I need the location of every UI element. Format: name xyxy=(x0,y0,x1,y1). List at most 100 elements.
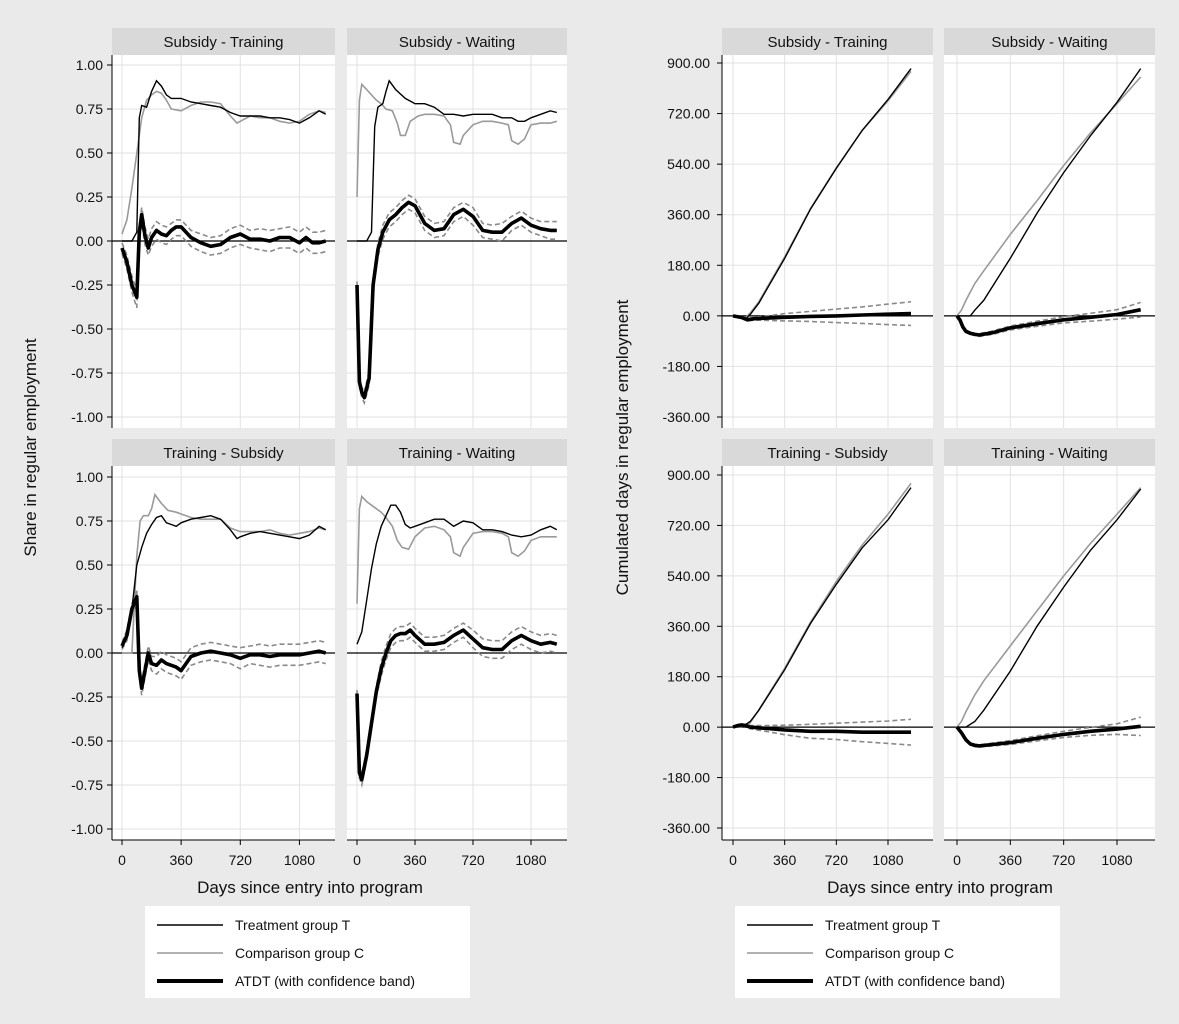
y-tick-label: -180.00 xyxy=(663,358,711,374)
comparison-line xyxy=(121,90,326,235)
x-tick-label: 0 xyxy=(118,852,126,868)
x-tick-label: 360 xyxy=(169,852,193,868)
y-tick-label: -360.00 xyxy=(663,409,711,425)
treatment-line xyxy=(356,504,558,645)
comparison-line xyxy=(956,487,1142,728)
panel-3: Training - Subsidy 900.00 720.00 540.00 360.… xyxy=(663,439,933,868)
legend: Treatment group T Comparison group C ATDT … xyxy=(735,906,1060,998)
legend-label: ATDT (with confidence band) xyxy=(825,973,1005,989)
y-tick-label: -0.50 xyxy=(71,321,103,337)
y-axis-label: Cumulated days in regular employment xyxy=(613,299,632,595)
y-tick-label: -0.25 xyxy=(71,277,103,293)
panel-title-strip xyxy=(347,439,567,466)
y-tick-label: 900.00 xyxy=(667,55,710,71)
atdt-line xyxy=(732,723,911,734)
panel-title: Training - Waiting xyxy=(991,445,1107,462)
panel-title: Subsidy - Training xyxy=(163,34,283,51)
x-tick-label: 360 xyxy=(403,852,427,868)
plot-area xyxy=(722,55,933,428)
comparison-line xyxy=(956,76,1142,317)
y-tick-label: 0.50 xyxy=(76,557,103,573)
y-tick-label: 0.00 xyxy=(683,719,710,735)
comparison-line xyxy=(356,82,558,198)
x-tick-label: 1080 xyxy=(872,852,903,868)
y-tick-label: -0.75 xyxy=(71,777,103,793)
panel-title: Subsidy - Training xyxy=(767,34,887,51)
atdt-line xyxy=(955,307,1142,337)
panel-title: Training - Waiting xyxy=(399,445,515,462)
y-tick-label: 720.00 xyxy=(667,106,710,122)
y-tick-label: 360.00 xyxy=(667,618,710,634)
y-tick-label: 360.00 xyxy=(667,207,710,223)
y-tick-label: 540.00 xyxy=(667,568,710,584)
figure-1: Share in regular employment Days since en… xyxy=(21,28,567,998)
x-axis-label: Days since entry into program xyxy=(197,878,423,897)
treatment-line xyxy=(122,79,327,242)
x-tick-label: 1080 xyxy=(284,852,315,868)
treatment-line xyxy=(957,488,1142,728)
band-lower-line xyxy=(356,636,558,789)
x-axis-label: Days since entry into program xyxy=(827,878,1053,897)
y-tick-label: 0.00 xyxy=(76,645,103,661)
panel-title-strip xyxy=(112,439,335,466)
x-tick-label: 720 xyxy=(825,852,849,868)
x-tick-label: 720 xyxy=(229,852,253,868)
comparison-line xyxy=(122,492,326,654)
y-tick-label: 900.00 xyxy=(667,467,710,483)
y-tick-label: -0.25 xyxy=(71,689,103,705)
panel-title-strip xyxy=(722,28,933,55)
plot-area xyxy=(944,55,1155,428)
legend-label: Treatment group T xyxy=(825,917,941,933)
panel-title-strip xyxy=(722,439,933,466)
x-tick-label: 360 xyxy=(999,852,1023,868)
panel-4: Training - Waiting 0 360 720 1080 xyxy=(347,439,567,868)
atdt-line xyxy=(355,200,557,400)
panel-title: Subsidy - Waiting xyxy=(399,34,515,51)
y-tick-label: -1.00 xyxy=(71,821,103,837)
y-tick-label: 540.00 xyxy=(667,156,710,172)
y-tick-label: -0.50 xyxy=(71,733,103,749)
atdt-line xyxy=(120,594,327,690)
panel-1: Subsidy - Training 1.00 0.75 0.50 0.25 0.00 -0… xyxy=(71,28,335,428)
y-tick-label: 0.50 xyxy=(76,145,103,161)
treatment-line xyxy=(121,514,327,648)
panel-title: Training - Subsidy xyxy=(767,445,888,462)
panel-1: Subsidy - Training 900.00 720.00 540.00 360.… xyxy=(663,28,933,428)
legend-label: Comparison group C xyxy=(235,945,364,961)
x-tick-label: 720 xyxy=(1052,852,1076,868)
legend-label: Treatment group T xyxy=(235,917,351,933)
y-tick-label: 1.00 xyxy=(76,57,103,73)
x-tick-label: 0 xyxy=(953,852,961,868)
comparison-line xyxy=(356,494,557,604)
band-upper-line xyxy=(121,207,326,291)
x-tick-label: 0 xyxy=(353,852,361,868)
legend-label: Comparison group C xyxy=(825,945,954,961)
legend: Treatment group T Comparison group C ATDT … xyxy=(145,906,470,998)
y-tick-label: -180.00 xyxy=(663,770,711,786)
panel-title: Subsidy - Waiting xyxy=(991,34,1107,51)
y-tick-label: 0.25 xyxy=(76,601,103,617)
atdt-line xyxy=(120,212,327,300)
treatment-line xyxy=(357,79,557,242)
y-tick-label: -360.00 xyxy=(663,820,711,836)
treatment-line xyxy=(957,68,1142,317)
y-tick-label: -1.00 xyxy=(71,409,103,425)
y-tick-label: 720.00 xyxy=(667,517,710,533)
x-tick-label: 0 xyxy=(729,852,737,868)
y-tick-label: 0.25 xyxy=(76,189,103,205)
y-tick-label: 0.00 xyxy=(76,233,103,249)
y-tick-label: 0.00 xyxy=(683,308,710,324)
atdt-line xyxy=(355,628,558,782)
panel-title-strip xyxy=(112,28,335,55)
panel-4: Training - Waiting 0 360 720 1080 xyxy=(944,439,1155,868)
band-lower-line xyxy=(121,603,326,696)
y-tick-label: 0.75 xyxy=(76,513,103,529)
legend-label: ATDT (with confidence band) xyxy=(235,973,415,989)
y-tick-label: -0.75 xyxy=(71,365,103,381)
x-tick-label: 360 xyxy=(773,852,797,868)
y-tick-label: 180.00 xyxy=(667,669,710,685)
figure-2: Cumulated days in regular employment Days… xyxy=(613,28,1155,998)
x-tick-label: 1080 xyxy=(1101,852,1132,868)
band-lower-line xyxy=(956,315,1141,338)
